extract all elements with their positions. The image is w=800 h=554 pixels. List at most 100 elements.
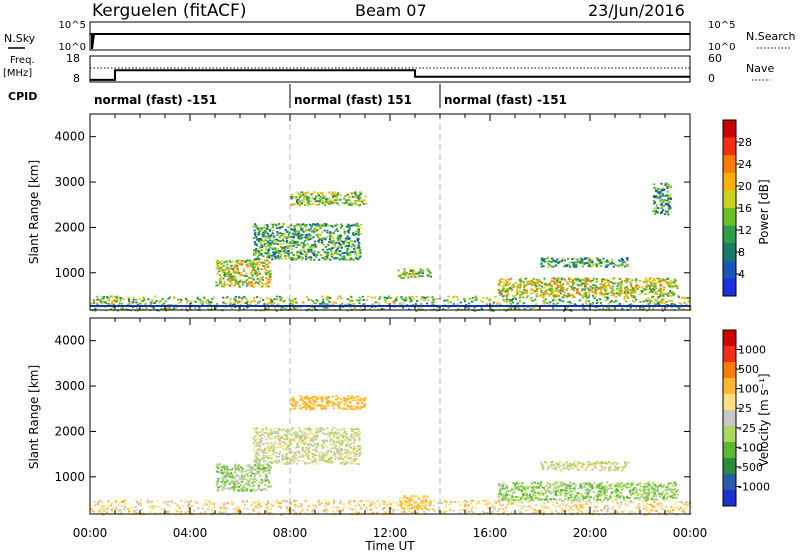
echo-cell (262, 501, 265, 504)
echo-cell (258, 300, 261, 303)
echo-cell (555, 287, 558, 290)
echo-cell (277, 248, 280, 251)
echo-cell (242, 478, 245, 480)
echo-cell (574, 504, 577, 506)
echo-cell (225, 297, 228, 300)
echo-cell (301, 257, 304, 259)
echo-cell (607, 507, 610, 510)
echo-cell (212, 503, 215, 506)
echo-cell (260, 505, 263, 508)
echo-cell (292, 244, 295, 247)
echo-cell (342, 506, 345, 509)
echo-cell (660, 198, 664, 201)
echo-cell (660, 505, 664, 508)
echo-cell (543, 258, 546, 260)
echo-cell (403, 268, 406, 271)
echo-cell (224, 475, 227, 478)
echo-cell (589, 501, 593, 504)
echo-cell (338, 198, 342, 201)
echo-cell (267, 464, 270, 467)
echo-cell (355, 431, 358, 434)
echo-cell (300, 229, 304, 232)
echo-cell (295, 431, 298, 434)
echo-cell (267, 468, 270, 471)
echo-cell (149, 303, 152, 305)
echo-cell (295, 243, 298, 245)
echo-cell (229, 298, 232, 301)
echo-cell (676, 285, 679, 288)
echo-cell (186, 299, 189, 302)
echo-cell (569, 508, 572, 510)
echo-cell (295, 254, 299, 257)
echo-cell (329, 240, 332, 243)
echo-cell (260, 478, 263, 481)
echo-cell (272, 302, 276, 304)
echo-cell (612, 505, 615, 508)
echo-cell (264, 483, 267, 486)
echo-cell (333, 513, 336, 516)
echo-cell (332, 506, 335, 508)
echo-cell (470, 500, 473, 502)
echo-cell (142, 297, 145, 299)
echo-cell (175, 513, 178, 516)
echo-cell (282, 242, 285, 245)
echo-cell (267, 252, 270, 254)
echo-cell (328, 197, 331, 200)
echo-cell (275, 224, 278, 227)
echo-cell (287, 235, 290, 237)
echo-cell (362, 203, 365, 205)
echo-cell (415, 295, 418, 298)
echo-cell (666, 212, 669, 214)
echo-cell (584, 295, 587, 297)
echo-cell (513, 285, 516, 288)
echo-cell (505, 295, 508, 298)
echo-cell (255, 238, 259, 241)
echo-cell (357, 229, 360, 232)
echo-cell (558, 298, 561, 301)
echo-cell (517, 284, 520, 287)
echo-cell (340, 258, 344, 260)
echo-cell (292, 306, 295, 309)
echo-cell (338, 244, 341, 247)
echo-cell (447, 295, 450, 298)
echo-cell (651, 280, 654, 282)
echo-cell (153, 295, 157, 298)
echo-cell (222, 503, 225, 506)
echo-cell (535, 290, 538, 293)
echo-cell (233, 489, 236, 492)
echo-cell (661, 309, 665, 312)
echo-cell (510, 503, 513, 505)
echo-cell (504, 279, 507, 282)
echo-cell (219, 267, 222, 270)
echo-cell (534, 281, 537, 284)
echo-cell (254, 303, 257, 306)
colorbar-swatch (723, 225, 736, 244)
echo-cell (612, 500, 615, 503)
echo-cell (255, 434, 258, 437)
echo-cell (93, 501, 96, 504)
echo-cell (313, 243, 316, 246)
echo-cell (313, 504, 316, 507)
echo-cell (470, 510, 473, 513)
echo-cell (654, 292, 657, 295)
echo-cell (353, 442, 356, 444)
echo-cell (502, 499, 505, 502)
echo-cell (548, 284, 551, 287)
echo-cell (572, 262, 575, 265)
echo-cell (502, 508, 505, 510)
echo-cell (261, 228, 264, 231)
echo-cell (396, 509, 399, 511)
echo-cell (115, 295, 118, 298)
echo-cell (150, 306, 153, 309)
echo-cell (355, 255, 358, 257)
echo-cell (226, 507, 229, 510)
echo-cell (253, 460, 256, 463)
echo-cell (234, 466, 237, 469)
echo-cell (451, 501, 454, 504)
echo-cell (579, 284, 582, 287)
echo-cell (619, 501, 622, 504)
echo-cell (629, 303, 632, 305)
echo-cell (663, 279, 666, 281)
echo-cell (316, 192, 319, 194)
echo-cell (273, 238, 276, 241)
